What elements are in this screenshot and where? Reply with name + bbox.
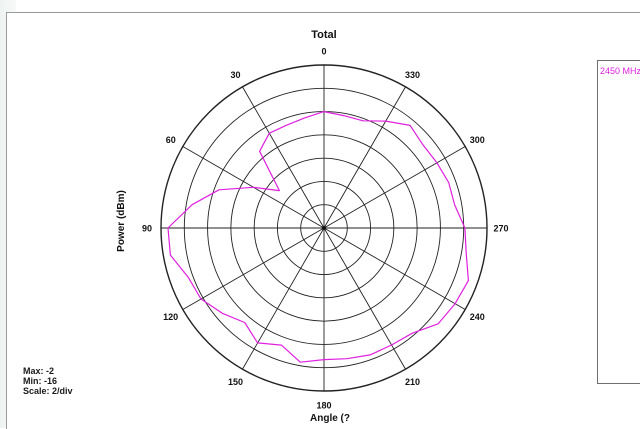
series-layer (167, 110, 469, 363)
angle-tick-label: 60 (166, 135, 176, 145)
angle-tick-label: 330 (405, 70, 420, 80)
center-point (322, 226, 326, 230)
angle-tick-labels: 0 30 60 90 120 150 180 210 240 270 300 330 (142, 47, 509, 411)
stat-scale: Scale: 2/div (23, 386, 73, 396)
y-axis-label: Power (dBm) (116, 190, 127, 252)
angle-tick-label: 120 (163, 312, 178, 322)
grid-spoke (182, 227, 325, 310)
angle-tick-label: 270 (493, 224, 508, 234)
angle-tick-label: 180 (316, 401, 331, 411)
angle-tick-label: 30 (230, 70, 240, 80)
angle-tick-label: 210 (405, 377, 420, 387)
stats-block: Max: -2 Min: -16 Scale: 2/div (23, 366, 73, 396)
legend-entry: 2450 MHz (600, 66, 640, 76)
chart-title: Total (311, 29, 336, 41)
angle-tick-label: 300 (470, 135, 485, 145)
grid-spoke (323, 227, 466, 310)
grid-spoke (323, 86, 406, 229)
grid-spoke (323, 146, 466, 229)
stat-max: Max: -2 (23, 366, 55, 376)
angle-tick-label: 0 (321, 47, 326, 57)
stat-min: Min: -16 (23, 376, 58, 386)
x-axis-label: Angle (? (310, 413, 350, 424)
series-trace (167, 110, 469, 363)
grid-spoke (242, 86, 325, 229)
angle-tick-label: 90 (142, 224, 152, 234)
grid-spoke (323, 227, 406, 370)
grid-spoke (242, 227, 325, 370)
angle-tick-label: 240 (470, 312, 485, 322)
angle-tick-label: 150 (228, 377, 243, 387)
polar-grid (160, 64, 488, 392)
legend-box: 2450 MHz (597, 60, 640, 384)
